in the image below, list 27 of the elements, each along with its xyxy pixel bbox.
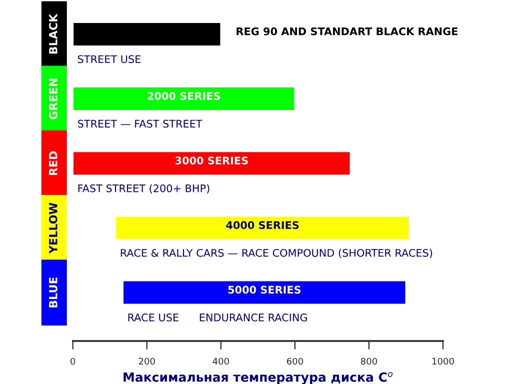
bar	[72, 86, 296, 112]
x-tick-label: 0	[70, 358, 76, 365]
x-tick-label: 800	[360, 358, 377, 365]
annotation: STREET USE	[78, 55, 141, 64]
annotation: FAST STREET (200+ BHP)	[78, 184, 210, 194]
annotation: STREET — FAST STREET	[78, 120, 202, 128]
bar	[122, 280, 407, 306]
annotation: RACE & RALLY CARS — RACE COMPOUND (SHORTER RACES)	[120, 248, 432, 258]
y-tick-label: BLUE	[49, 277, 58, 308]
x-axis-title: Максимальная температура диска C$^{o}$	[124, 372, 393, 384]
annotation: RACE USE ENDURANCE RACING	[128, 314, 307, 322]
annotation: 2000 SERIES	[148, 92, 220, 100]
y-tick-label: GREEN	[48, 78, 58, 120]
x-tick-label: 400	[212, 358, 229, 365]
y-tick-label: BLACK	[48, 13, 58, 54]
y-tick-label: RED	[49, 151, 58, 176]
bar	[114, 215, 410, 241]
annotation: 5000 SERIES	[228, 286, 301, 294]
annotation: 4000 SERIES	[226, 221, 299, 230]
bar	[72, 150, 352, 176]
x-tick-label: 1000	[432, 358, 454, 365]
x-tick-label: 200	[138, 358, 155, 365]
x-tick-label: 600	[286, 358, 303, 365]
y-tick-label: YELLOW	[48, 202, 58, 254]
annotation: REG 90 AND STANDART BLACK RANGE	[236, 27, 458, 36]
bar	[72, 22, 222, 47]
annotation: 3000 SERIES	[175, 156, 248, 164]
